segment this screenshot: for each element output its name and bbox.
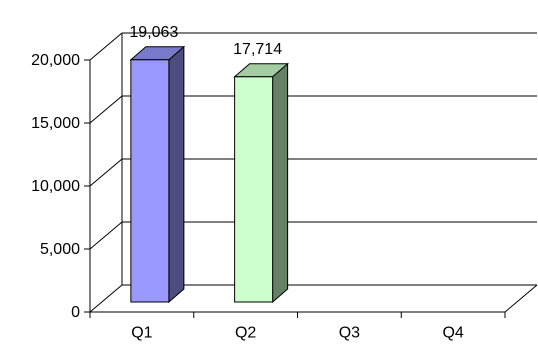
y-tick-label: 10,000 [31,178,80,195]
wall-grid-diagonal [89,32,123,61]
x-tick-label: Q3 [339,324,360,341]
y-tick-label: 0 [71,304,80,321]
y-tick-label: 15,000 [31,115,80,132]
bar [234,76,274,303]
wall-grid-diagonal [89,221,123,250]
x-tick-label: Q1 [131,324,152,341]
data-label: 19,063 [129,24,178,41]
data-label: 17,714 [233,41,282,58]
bar-side [168,45,185,304]
bar-side [272,62,289,304]
wall-grid-diagonal [89,284,123,313]
x-tick-label: Q4 [442,324,463,341]
bar [130,59,170,303]
y-tick-label: 5,000 [40,241,80,258]
wall-grid-diagonal [89,158,123,187]
x-tick-label: Q2 [235,324,256,341]
y-tick-label: 20,000 [31,52,80,69]
wall-grid-diagonal [89,95,123,124]
floor-right-edge [504,284,538,313]
